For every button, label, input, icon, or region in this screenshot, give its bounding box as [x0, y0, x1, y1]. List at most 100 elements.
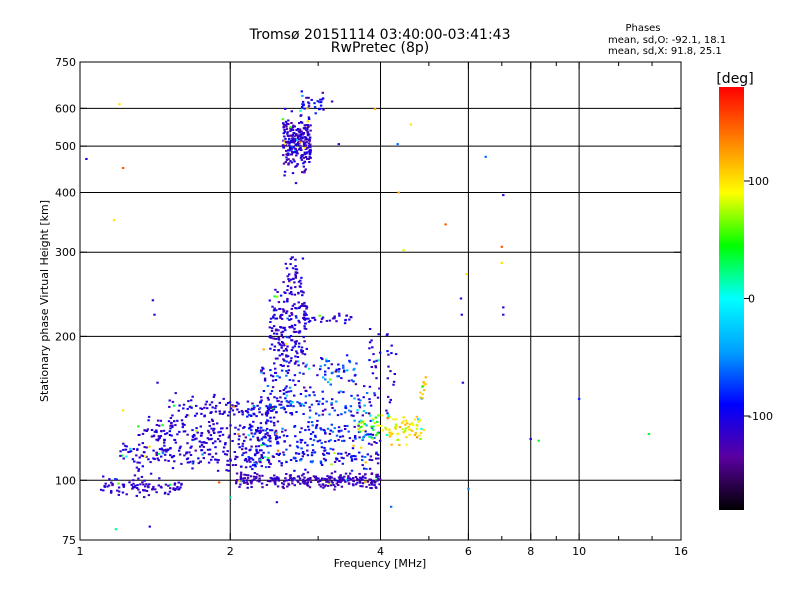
echo-point — [169, 447, 172, 450]
echo-point — [156, 439, 160, 442]
echo-point — [304, 312, 307, 315]
echo-point — [266, 412, 270, 414]
echo-point — [260, 482, 264, 485]
echo-point — [322, 452, 325, 455]
echo-point — [281, 336, 285, 339]
echo-point — [264, 433, 267, 436]
echo-point — [330, 403, 333, 406]
echo-point — [306, 157, 309, 160]
echo-point — [209, 434, 213, 437]
echo-point — [286, 485, 289, 488]
echo-point — [198, 440, 201, 443]
echo-point — [292, 457, 296, 459]
echo-point — [299, 393, 303, 395]
echo-point — [285, 461, 288, 464]
echo-point — [282, 126, 285, 129]
echo-point — [303, 169, 306, 172]
echo-point — [340, 413, 343, 416]
echo-point — [385, 434, 389, 436]
echo-point — [419, 437, 422, 440]
echo-point — [304, 144, 307, 147]
echo-point — [306, 134, 310, 137]
echo-point — [387, 365, 390, 368]
echo-point — [324, 408, 327, 411]
echo-point — [203, 414, 206, 417]
echo-point — [271, 327, 274, 330]
echo-point — [210, 458, 213, 461]
echo-point — [423, 389, 426, 392]
echo-point — [210, 437, 213, 440]
echo-point — [143, 455, 147, 458]
echo-point — [467, 487, 470, 490]
echo-point — [342, 366, 345, 369]
echo-point — [374, 434, 378, 437]
echo-point — [338, 312, 341, 315]
echo-point — [321, 97, 325, 100]
echo-point — [267, 434, 270, 437]
echo-point — [280, 334, 283, 336]
echo-point — [299, 441, 303, 444]
echo-point — [330, 401, 333, 404]
echo-point — [238, 480, 241, 483]
echo-point — [302, 162, 305, 165]
echo-point — [227, 464, 231, 466]
echo-point — [303, 480, 307, 483]
echo-point — [282, 154, 285, 157]
echo-point — [141, 442, 144, 445]
echo-point — [286, 131, 289, 134]
echo-point — [283, 480, 286, 483]
echo-point — [293, 138, 297, 141]
echo-point — [277, 479, 281, 482]
echo-point — [318, 107, 322, 110]
echo-point — [309, 149, 312, 152]
echo-point — [259, 429, 262, 432]
echo-point — [191, 429, 194, 432]
echo-point — [307, 367, 311, 370]
echo-point — [208, 403, 212, 406]
echo-point — [277, 400, 280, 402]
echo-point — [392, 383, 395, 386]
echo-point — [406, 422, 409, 425]
echo-point — [241, 448, 244, 451]
echo-point — [163, 438, 166, 441]
echo-point — [273, 481, 276, 484]
echo-point — [314, 112, 317, 115]
echo-point — [303, 476, 306, 479]
echo-point — [239, 483, 242, 486]
echo-point — [179, 445, 182, 448]
echo-point — [361, 464, 364, 467]
echo-point — [349, 405, 353, 408]
echo-point — [287, 119, 290, 122]
echo-point — [346, 369, 349, 372]
echo-point — [272, 478, 275, 480]
echo-point — [207, 453, 211, 456]
echo-point — [274, 357, 278, 360]
echo-point — [303, 318, 306, 320]
echo-point — [266, 458, 269, 461]
echo-point — [117, 486, 121, 489]
echo-point — [212, 423, 215, 426]
echo-point — [200, 434, 203, 437]
echo-point — [295, 350, 298, 353]
echo-point — [342, 364, 345, 367]
echo-point — [343, 475, 346, 478]
echo-point — [386, 377, 389, 380]
echo-point — [288, 292, 291, 295]
echo-point — [334, 370, 337, 373]
echo-point — [279, 396, 282, 399]
echo-point — [149, 461, 152, 464]
echo-point — [267, 408, 271, 411]
echo-point — [423, 382, 426, 385]
echo-point — [298, 331, 301, 334]
echo-point — [287, 483, 291, 486]
echo-point — [375, 476, 378, 478]
echo-point — [226, 459, 229, 462]
echo-point — [298, 122, 301, 125]
echo-point — [368, 385, 372, 388]
echo-point — [203, 441, 206, 444]
echo-point — [330, 476, 333, 479]
echo-point — [282, 389, 285, 391]
echo-point — [200, 432, 203, 434]
echo-point — [396, 439, 399, 441]
